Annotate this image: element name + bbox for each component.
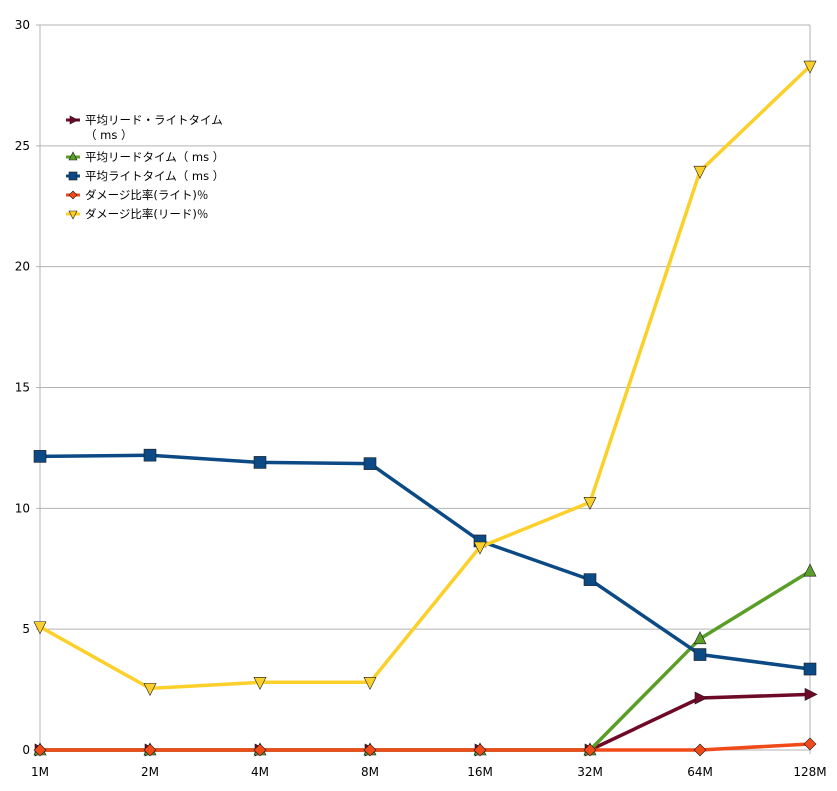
y-tick-label-30: 30 (15, 18, 30, 32)
data-point-4-32M (583, 496, 597, 510)
y-tick-label-10: 10 (15, 501, 30, 515)
x-tick-label-1M: 1M (31, 765, 49, 779)
legend-label-4: ダメージ比率(リード)％ (85, 207, 208, 221)
data-point-1-128M (803, 563, 817, 577)
legend: 平均リード・ライトタイム（ ms ） 平均リードタイム（ ms ） 平均ライトタイム… (66, 113, 224, 221)
series-line-2 (38, 453, 812, 671)
legend-item-2: 平均ライトタイム（ ms ） (66, 169, 224, 183)
legend-label-0: 平均リード・ライトタイム (85, 113, 223, 127)
legend-swatch-marker-3 (68, 190, 78, 200)
data-point-3-64M (693, 743, 707, 757)
data-point-2-128M (803, 662, 817, 676)
legend-item-3: ダメージ比率(ライト)％ (66, 188, 208, 202)
data-point-3-128M (803, 737, 817, 751)
legend-item-4: ダメージ比率(リード)％ (66, 207, 208, 221)
data-point-4-2M (143, 683, 157, 697)
y-tick-label-15: 15 (15, 381, 30, 395)
data-point-4-16M (473, 541, 487, 555)
data-point-3-1M (33, 743, 47, 757)
x-tick-label-4M: 4M (251, 765, 269, 779)
data-point-4-128M (803, 60, 817, 74)
x-tick-labels: 1M 2M 4M 8M 16M 32M 64M 128M (31, 765, 827, 779)
legend-label-3: ダメージ比率(ライト)％ (85, 188, 208, 202)
data-point-2-8M (363, 457, 377, 470)
legend-swatch-marker-0 (69, 115, 79, 125)
x-tick-label-8M: 8M (361, 765, 379, 779)
series-4 (33, 60, 817, 697)
y-tick-label-25: 25 (15, 139, 30, 153)
data-point-3-2M (143, 743, 157, 757)
legend-label-1: 平均リードタイム（ ms ） (85, 150, 224, 164)
x-tick-label-128M: 128M (793, 765, 826, 779)
data-point-2-2M (143, 448, 157, 462)
y-tick-label-5: 5 (22, 622, 30, 636)
data-point-3-16M (473, 743, 487, 757)
data-point-0-128M (804, 687, 818, 701)
y-tick-label-0: 0 (22, 743, 30, 757)
series-line-4 (38, 64, 812, 691)
data-point-3-8M (363, 743, 377, 757)
data-point-3-4M (253, 743, 267, 757)
series-2 (33, 448, 817, 676)
data-point-2-64M (693, 648, 707, 661)
data-point-0-64M (694, 691, 708, 705)
data-point-1-64M (693, 631, 707, 645)
legend-swatch-marker-2 (68, 171, 78, 181)
legend-item-0: 平均リード・ライトタイム（ ms ） (66, 113, 223, 142)
data-point-2-32M (583, 573, 597, 586)
x-tick-label-2M: 2M (141, 765, 159, 779)
legend-label-2: 平均ライトタイム（ ms ） (85, 169, 224, 183)
data-point-2-1M (33, 450, 47, 463)
data-point-4-1M (33, 621, 47, 635)
series-3 (33, 737, 817, 757)
x-tick-label-32M: 32M (577, 765, 603, 779)
data-point-4-4M (253, 677, 267, 691)
series-line-3 (38, 742, 812, 752)
series-group (33, 60, 818, 757)
legend-item-1: 平均リードタイム（ ms ） (66, 150, 224, 164)
data-point-4-8M (363, 677, 377, 691)
data-point-3-32M (583, 743, 597, 757)
data-point-2-4M (253, 456, 267, 469)
legend-label-0-line1: （ ms ） (85, 128, 133, 142)
legend-swatch-marker-4 (68, 210, 78, 220)
legend-swatch-marker-1 (68, 151, 78, 161)
data-point-4-64M (693, 165, 707, 179)
x-tick-label-16M: 16M (467, 765, 493, 779)
y-tick-labels: 0 5 10 15 20 25 30 (15, 18, 30, 757)
x-tick-label-64M: 64M (687, 765, 713, 779)
y-tick-label-20: 20 (15, 260, 30, 274)
